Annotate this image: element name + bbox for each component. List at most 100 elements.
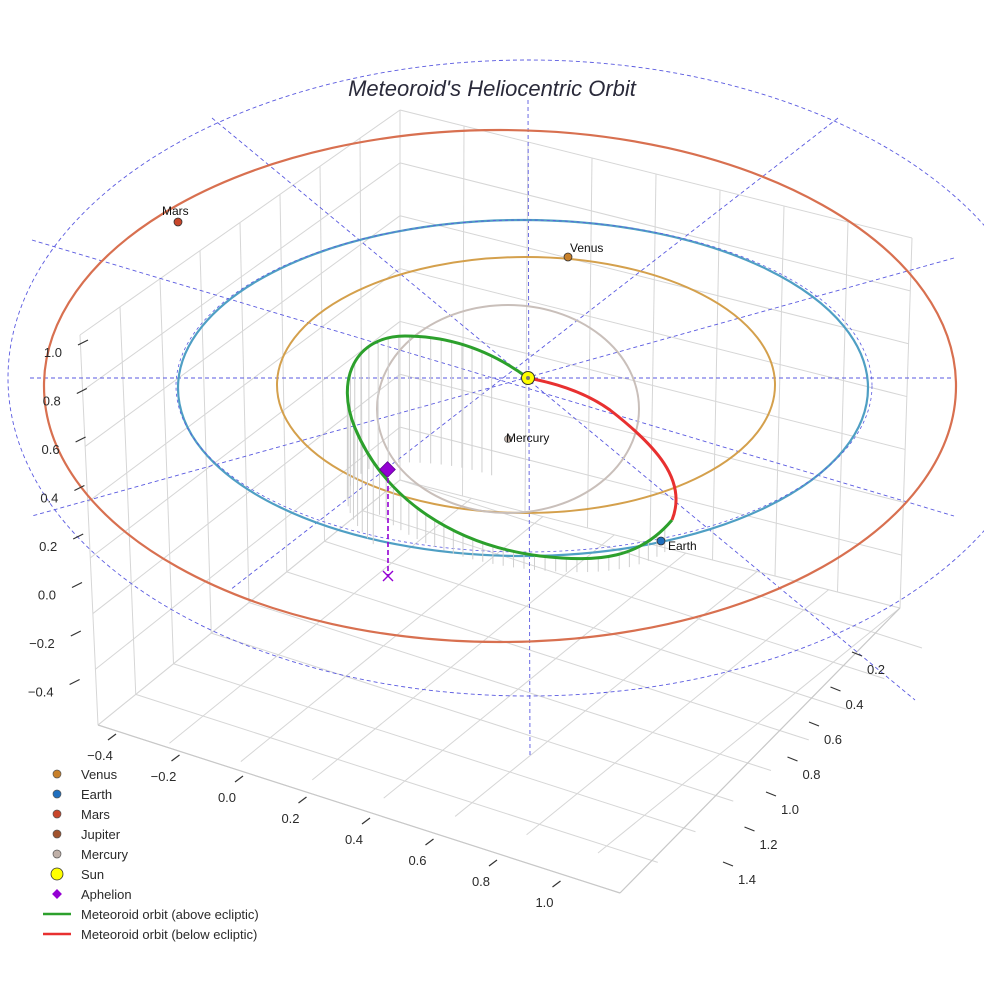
grid-line [248,602,772,771]
legend-symbol-icon [40,931,74,937]
legend-item-mercury[interactable]: Mercury [40,844,259,864]
reference-axis-vertical [527,99,531,757]
mars-orbit [42,128,958,644]
legend-label: Sun [81,866,105,882]
earth-marker [656,536,666,546]
legend-item-meteoroid-orbit-below-ecliptic[interactable]: Meteoroid orbit (below ecliptic) [40,924,259,944]
meteoroid-orbit-above [345,334,674,561]
legend-item-venus[interactable]: Venus [40,764,259,784]
grid-line [399,373,904,503]
legend-item-aphelion[interactable]: Aphelion [40,884,259,904]
x-tick-mark [107,733,117,741]
venus-marker [563,252,573,262]
legend-label: Earth [81,786,113,802]
grid-line [383,552,687,799]
x-tick-mark [298,796,307,804]
legend-item-mars[interactable]: Mars [40,804,259,824]
orbit-drop-lines [346,336,666,573]
y-tick-label: 0.2 [867,662,885,677]
z-axis-ticks: 1.0 0.8 0.6 0.4 0.2 0.0 −0.2 −0.4 [28,339,89,700]
z-tick-mark [70,630,82,637]
grid-line [399,162,911,292]
z-tick-label: 0.6 [42,442,60,457]
legend-symbol-icon [40,848,74,860]
legend-item-sun[interactable]: Sun [40,864,259,884]
z-tick-label: 0.8 [43,394,61,409]
x-tick-label: −0.2 [151,769,177,784]
grid-line [286,571,809,741]
mars-marker [173,217,183,227]
grid-line [87,268,401,503]
legend-label: Mercury [81,846,128,862]
legend-label: Meteoroid orbit (below ecliptic) [81,926,258,942]
earth-orbit [176,218,870,558]
legend-symbol-icon [40,788,74,800]
z-tick-label: −0.2 [29,636,55,651]
x-tick-label: 0.0 [218,790,236,805]
grid-line [774,205,785,577]
grid-line [526,589,829,836]
legend-symbol-icon [40,911,74,917]
y-tick-label: 0.6 [824,732,842,747]
y-tick-mark [744,826,755,832]
x-tick-mark [425,838,434,846]
legend-item-jupiter[interactable]: Jupiter [40,824,259,844]
grid-line [399,426,902,556]
grid-line [89,321,401,559]
y-tick-label: 1.4 [738,872,756,887]
grid-line [524,141,529,513]
x-tick-label: 0.2 [281,811,299,826]
grid-line [649,173,657,545]
y-axis-ticks: 0.2 0.4 0.6 0.8 1.0 1.2 1.4 [722,651,885,887]
legend-label: Meteoroid orbit (above ecliptic) [81,906,259,922]
grid-line [324,540,847,710]
aphelion-marker [379,461,396,478]
grid-line [311,534,615,781]
grid-line [119,306,137,695]
grid-line [82,162,401,392]
grid-line [239,222,250,603]
legend-symbol-icon [40,808,74,820]
grid-line [587,157,593,529]
reference-lines [7,59,984,757]
meteoroid-orbit [345,334,678,561]
grid-line [399,479,923,649]
grid-line [597,607,901,854]
grid-line [454,571,758,817]
grid-line [79,109,401,336]
grid-edge [97,724,621,894]
grid-line [95,426,401,670]
legend-item-meteoroid-orbit-above-ecliptic[interactable]: Meteoroid orbit (above ecliptic) [40,904,259,924]
meteoroid-orbit-below [527,376,678,521]
x-tick-label: 1.0 [535,895,553,910]
grid-line [399,268,907,398]
y-tick-mark [765,791,777,797]
grid-line [173,663,696,833]
grid-line [362,510,885,680]
reference-spoke [211,117,916,701]
z-tick-label: 0.4 [40,491,58,506]
x-tick-label: 0.4 [345,832,363,847]
grid-line [199,250,212,634]
y-tick-label: 0.4 [845,697,863,712]
x-tick-mark [361,817,371,825]
z-tick-label: 0.2 [39,539,57,554]
aphelion-group [379,461,396,582]
grid-line [159,278,174,664]
legend-item-earth[interactable]: Earth [40,784,259,804]
x-axis-ticks: −0.4 −0.2 0.0 0.2 0.4 0.6 0.8 1.0 [87,733,561,910]
legend-label: Mars [81,806,110,822]
z-tick-label: 1.0 [44,345,62,360]
planet-markers [173,217,666,546]
z-tick-mark [71,581,83,589]
reference-spoke [229,117,839,591]
z-tick-label: 0.0 [38,588,56,603]
z-tick-mark [74,484,85,492]
grid-line [399,320,906,450]
y-tick-mark [851,651,863,657]
legend: Venus Earth Mars Jupiter Mercury Sun Aphelion M… [40,764,259,944]
x-tick-mark [552,880,561,888]
z-tick-label: −0.4 [28,685,54,700]
y-tick-label: 0.8 [802,767,820,782]
mercury-marker [504,435,512,443]
